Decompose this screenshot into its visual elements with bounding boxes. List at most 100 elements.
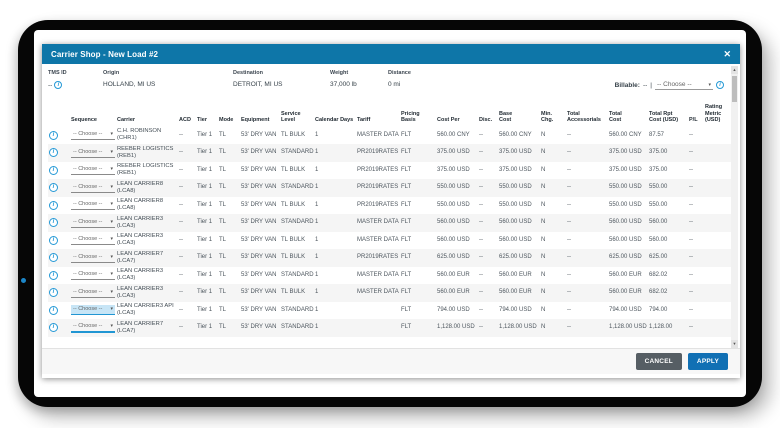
cell-total-rpt-cost: 682.02 [649, 289, 668, 296]
cancel-button[interactable]: CANCEL [635, 353, 682, 370]
cell-sequence: -- Choose -- ▾ [70, 162, 116, 180]
carrier-name: LEAN CARRIER3 API [117, 303, 174, 310]
sequence-dropdown-value: -- Choose -- [73, 253, 103, 260]
cell-total-cost: 550.00 USD [609, 184, 642, 191]
sequence-dropdown[interactable]: -- Choose -- ▾ [71, 270, 115, 281]
sequence-dropdown[interactable]: -- Choose -- ▾ [71, 288, 115, 298]
cell-mode: TL [219, 306, 227, 313]
cell-info: i [48, 127, 70, 145]
info-icon[interactable]: i [49, 288, 58, 298]
cell-mode: TL [219, 254, 227, 261]
info-icon[interactable]: i [49, 183, 58, 193]
vertical-scrollbar[interactable]: ▲ ▼ [731, 66, 738, 348]
cell-total-accessorials: -- [567, 149, 571, 156]
cell-calendar-days: 1 [315, 149, 319, 156]
cell-calendar-days: 1 [315, 236, 319, 243]
carrier-code: (LCA3) [117, 310, 136, 317]
cell-tariff [356, 302, 400, 320]
cell-equipment: 53' DRY VAN [241, 201, 277, 208]
info-icon[interactable]: i [49, 148, 58, 158]
column-header-sequence: Sequence [71, 117, 97, 123]
cell-rating-metric [704, 267, 732, 285]
cell-disc: -- [479, 289, 483, 296]
column-header-info [48, 104, 70, 127]
cell-pl: -- [689, 184, 693, 191]
sequence-dropdown[interactable]: -- Choose -- ▾ [71, 235, 115, 246]
cell-min-chg: N [541, 149, 546, 156]
cell-service-level: STANDARD [281, 271, 314, 278]
sequence-dropdown[interactable]: -- Choose -- ▾ [71, 130, 115, 141]
cell-cost-per: 375.00 USD [437, 149, 470, 156]
cell-pricing-basis: FLT [401, 271, 412, 278]
apply-button[interactable]: APPLY [687, 353, 728, 370]
cell-tariff: MASTER DATA [357, 219, 399, 226]
info-icon[interactable]: i [49, 130, 58, 140]
cell-pricing-basis: FLT [401, 149, 412, 156]
cell-tariff: PR2019RATES [357, 149, 399, 156]
column-header-service-level: Service Level [281, 110, 301, 124]
carrier-name: LEAN CARRIER7 [117, 250, 164, 257]
cell-tier: Tier 1 [197, 166, 213, 173]
cell-rating-metric [704, 214, 732, 232]
info-icon[interactable]: i [49, 200, 58, 210]
sequence-dropdown[interactable]: -- Choose -- ▾ [71, 148, 115, 158]
info-icon[interactable]: i [49, 305, 58, 315]
scrollbar-thumb[interactable] [732, 76, 737, 102]
sequence-dropdown-value: -- Choose -- [73, 218, 103, 225]
cell-sequence: -- Choose -- ▾ [70, 144, 116, 162]
cell-total-cost: 550.00 USD [609, 201, 642, 208]
cell-mode: TL [219, 131, 227, 138]
cell-sequence: -- Choose -- ▾ [70, 249, 116, 267]
info-icon[interactable]: i [49, 270, 58, 280]
cell-base-cost: 1,128.00 USD [499, 324, 537, 331]
carrier-code: (LCA8) [117, 205, 136, 212]
info-icon[interactable]: i [54, 81, 63, 89]
sequence-dropdown-value: -- Choose -- [73, 166, 103, 173]
sequence-dropdown[interactable]: -- Choose -- ▾ [71, 218, 115, 228]
destination-value: DETROIT, MI US [233, 81, 283, 88]
info-icon[interactable]: i [716, 81, 724, 89]
sequence-dropdown[interactable]: -- Choose -- ▾ [71, 305, 115, 316]
cell-mode: TL [219, 149, 227, 156]
info-icon[interactable]: i [49, 218, 58, 228]
sequence-dropdown[interactable]: -- Choose -- ▾ [71, 183, 115, 193]
carrier-name: LEAN CARRIER3 [117, 268, 164, 275]
cell-tier: Tier 1 [197, 271, 213, 278]
billable-separator: | [650, 81, 652, 89]
cell-total-accessorials: -- [567, 184, 571, 191]
chevron-down-icon: ▾ [110, 271, 113, 278]
cell-cost-per: 560.00 EUR [437, 271, 470, 278]
cell-pricing-basis: FLT [401, 236, 412, 243]
cell-service-level: TL BULK [281, 289, 306, 296]
cell-total-rpt-cost: 625.00 [649, 254, 668, 261]
column-header-rating-metric-usd: Rating Metric (USD) [705, 104, 723, 123]
scroll-down-icon[interactable]: ▼ [731, 340, 738, 348]
cell-carrier: LEAN CARRIER3 (LCA3) [116, 214, 178, 232]
cell-rating-metric [704, 249, 732, 267]
cell-rating-metric [704, 302, 732, 320]
carrier-code: (LCA3) [117, 240, 136, 247]
info-icon[interactable]: i [49, 323, 58, 333]
sequence-dropdown[interactable]: -- Choose -- ▾ [71, 253, 115, 263]
cell-tariff: MASTER DATA [357, 289, 399, 296]
info-icon[interactable]: i [49, 253, 58, 263]
billable-dropdown[interactable]: -- Choose -- ▾ [655, 80, 713, 90]
sequence-dropdown[interactable]: -- Choose -- ▾ [71, 165, 115, 176]
carrier-name: LEAN CARRIER3 [117, 233, 164, 240]
cell-base-cost: 794.00 USD [499, 306, 532, 313]
info-icon[interactable]: i [49, 165, 58, 175]
cell-min-chg: N [541, 131, 546, 138]
origin-value: HOLLAND, MI US [103, 81, 156, 88]
close-icon[interactable]: ✕ [723, 48, 731, 59]
cell-base-cost: 560.00 EUR [499, 289, 532, 296]
scroll-up-icon[interactable]: ▲ [731, 66, 738, 74]
cell-min-chg: N [541, 201, 546, 208]
cell-equipment: 53' DRY VAN [241, 324, 277, 331]
cell-total-rpt-cost: 375.00 [649, 149, 668, 156]
info-icon[interactable]: i [49, 235, 58, 245]
sequence-dropdown[interactable]: -- Choose -- ▾ [71, 322, 115, 334]
cell-calendar-days: 1 [315, 271, 319, 278]
sequence-dropdown[interactable]: -- Choose -- ▾ [71, 200, 115, 211]
cell-sequence: -- Choose -- ▾ [70, 319, 116, 337]
carrier-name: LEAN CARRIER3 [117, 215, 164, 222]
